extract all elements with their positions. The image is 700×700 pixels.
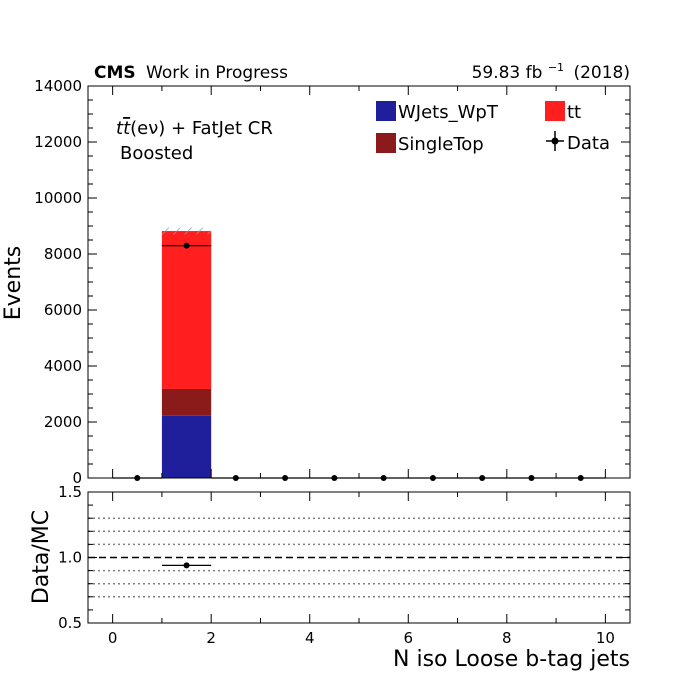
mc-uncertainty-band-0 — [161, 227, 212, 235]
y-tick-label-2000: 2000 — [44, 413, 82, 431]
lumi-exponent: −1 — [548, 61, 564, 74]
x-tick-label-6: 6 — [403, 629, 413, 647]
cms-label: CMS Work in Progress — [94, 63, 288, 83]
ratio-point-0 — [161, 562, 212, 569]
region-rest: (eν) + FatJet CR — [130, 118, 273, 139]
y-tick-label-0: 0 — [72, 469, 82, 487]
x-tick-label-0: 0 — [108, 629, 118, 647]
x-tick-label-2: 2 — [206, 629, 216, 647]
ratio-panel: 0.5 1.0 1.5 0 2 4 6 8 10 — [58, 483, 631, 647]
y-tick-label-8000: 8000 — [44, 245, 82, 263]
legend-label-tt: tt — [567, 102, 581, 123]
x-tick-label-10: 10 — [596, 629, 615, 647]
data-marker-1 — [183, 242, 190, 249]
x-tick-label-8: 8 — [502, 629, 512, 647]
y-axis-title-main: Events — [1, 246, 26, 321]
legend: WJets_WpT tt SingleTop Data — [376, 101, 610, 155]
lumi-year: (2018) — [573, 63, 630, 83]
bar-tt-bin1 — [161, 231, 212, 389]
legend-marker-data — [546, 131, 564, 151]
y-tick-label-6000: 6000 — [44, 301, 82, 319]
y-tick-label-10000: 10000 — [34, 189, 82, 207]
y-tick-label-12000: 12000 — [34, 133, 82, 151]
ratio-y-tick-label-1: 1.0 — [58, 549, 82, 567]
status-label: Work in Progress — [146, 63, 288, 83]
data-point-1 — [161, 242, 212, 249]
ratio-y-tick-label-0: 0.5 — [58, 614, 82, 632]
legend-label-data: Data — [567, 133, 610, 154]
main-panel: 0 2000 4000 6000 8000 10000 12000 14000 — [34, 77, 631, 487]
region-subtitle: Boosted — [120, 143, 193, 164]
region-t: t — [116, 118, 124, 139]
experiment-label: CMS — [94, 63, 136, 83]
x-axis-title: N iso Loose b-tag jets — [393, 647, 630, 672]
region-title: tt(eν) + FatJet CR — [116, 118, 273, 139]
legend-label-wjets: WJets_WpT — [398, 102, 499, 123]
bar-singletop-bin1 — [161, 388, 212, 416]
lumi-label: 59.83 fb −1 (2018) — [472, 56, 630, 83]
lumi-value: 59.83 fb — [472, 63, 543, 83]
ratio-marker-0 — [183, 562, 190, 569]
bar-wjets_wpt-bin1 — [161, 415, 212, 478]
ratio-y-tick-label-2: 1.5 — [58, 483, 82, 501]
y-tick-label-4000: 4000 — [44, 357, 82, 375]
y-tick-label-14000: 14000 — [34, 77, 82, 95]
x-tick-label-4: 4 — [305, 629, 315, 647]
legend-swatch-wjets — [376, 101, 396, 121]
legend-swatch-singletop — [376, 133, 396, 153]
legend-label-singletop: SingleTop — [398, 134, 484, 155]
region-tbar: t — [123, 118, 131, 139]
legend-swatch-tt — [545, 101, 565, 121]
y-axis-title-ratio: Data/MC — [29, 510, 54, 604]
